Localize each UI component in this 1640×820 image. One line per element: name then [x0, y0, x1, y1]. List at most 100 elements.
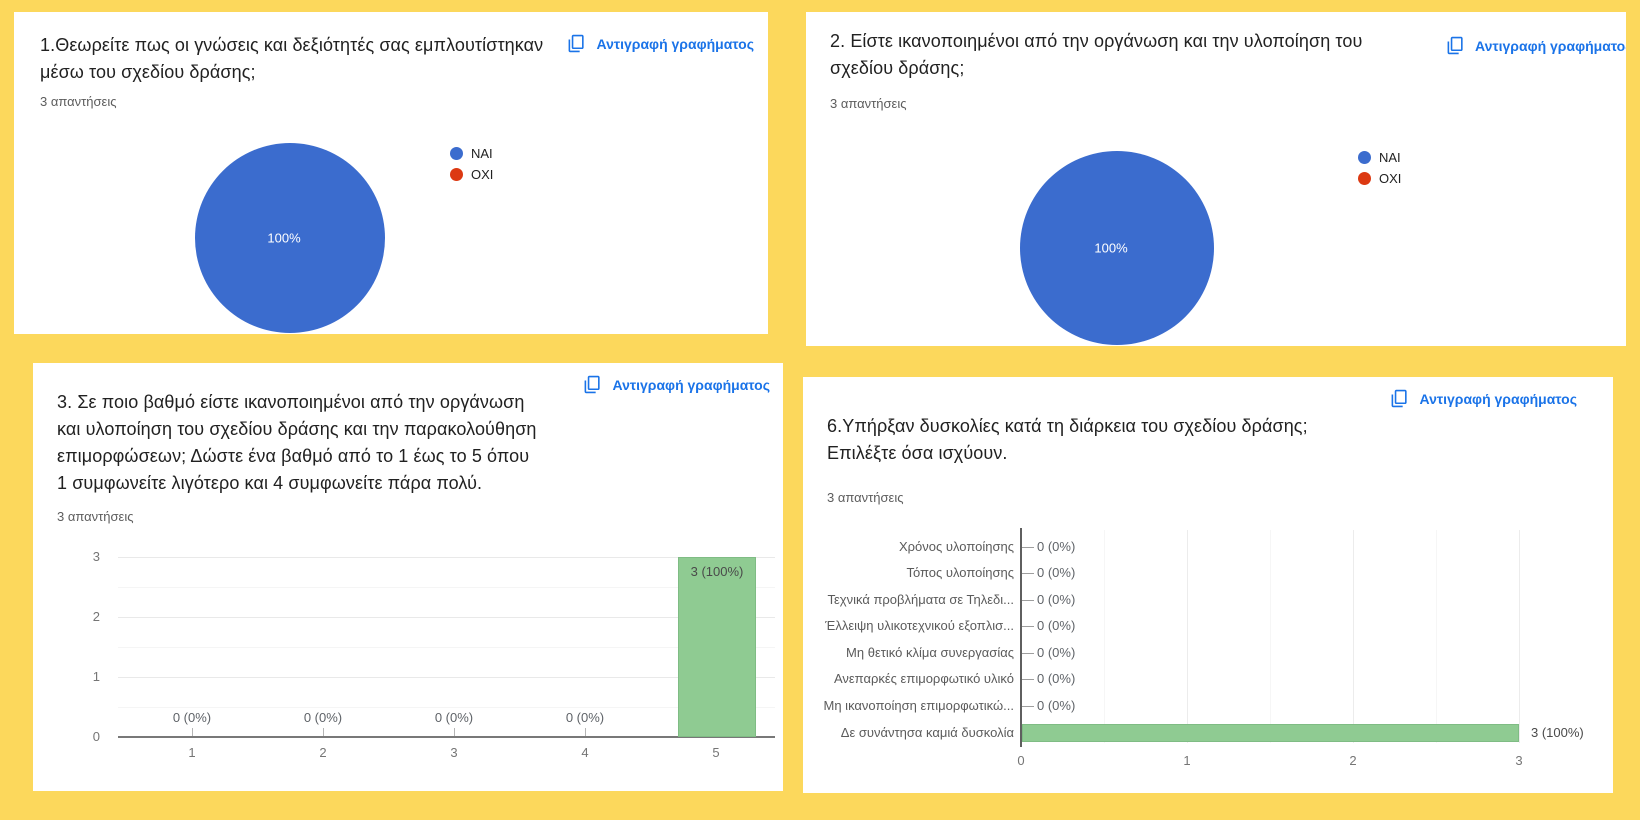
legend-swatch-yes — [450, 147, 463, 160]
bar-value-label: 0 (0%) — [1037, 565, 1076, 580]
tick-mark — [1022, 679, 1034, 680]
x-axis-tick-label: 1 — [1183, 753, 1191, 768]
question-card-2: 2. Είστε ικανοποιημένοι από την οργάνωση… — [806, 12, 1626, 346]
x-axis-category-label: 1 — [188, 745, 196, 760]
y-axis-line — [1020, 528, 1022, 747]
pie-chart: 100% — [195, 143, 385, 333]
bar-value-label: 0 (0%) — [172, 710, 212, 725]
x-axis-tick-label: 0 — [1017, 753, 1025, 768]
gridline-minor — [1270, 530, 1271, 743]
pie-chart: 100% — [1020, 151, 1214, 345]
tick-mark — [323, 728, 324, 736]
copy-icon — [1392, 389, 1408, 408]
bar-value-label: 0 (0%) — [565, 710, 605, 725]
gridline-minor — [118, 587, 775, 588]
y-axis-tick-label: 1 — [92, 669, 100, 684]
y-axis-category-label: Ανεπαρκές επιμορφωτικό υλικό — [833, 671, 1014, 686]
bar-value-label: 0 (0%) — [303, 710, 343, 725]
gridline — [1353, 530, 1354, 743]
x-axis-tick-label: 3 — [1515, 753, 1523, 768]
gridline-minor — [118, 647, 775, 648]
question-title: 3. Σε ποιο βαθμό είστε ικανοποιημένοι απ… — [57, 392, 537, 493]
copy-icon — [1447, 36, 1463, 55]
question-card-3: Αντιγραφή γραφήματος 3. Σε ποιο βαθμό εί… — [33, 363, 783, 791]
tick-mark — [1022, 600, 1034, 601]
tick-mark — [192, 728, 193, 736]
legend-label-no: ΟΧΙ — [1379, 171, 1402, 186]
copy-icon — [569, 34, 585, 53]
question-card-1: 1.Θεωρείτε πως οι γνώσεις και δεξιότητές… — [14, 12, 768, 334]
legend-label-yes: ΝΑΙ — [1379, 150, 1401, 165]
bar-value-label: 0 (0%) — [1037, 645, 1076, 660]
copy-chart-label: Αντιγραφή γραφήματος — [612, 376, 770, 393]
question-title: 1.Θεωρείτε πως οι γνώσεις και δεξιότητές… — [40, 35, 544, 82]
tick-mark — [1022, 573, 1034, 574]
y-axis-tick-label: 3 — [92, 549, 100, 564]
question-card-4: Αντιγραφή γραφήματος 6.Υπήρξαν δυσκολίες… — [803, 377, 1613, 793]
tick-mark — [1022, 626, 1034, 627]
tick-mark — [454, 728, 455, 736]
y-axis-tick-label: 2 — [92, 609, 100, 624]
y-axis-category-label: Δε συνάντησα καμιά δυσκολία — [840, 725, 1014, 740]
gridline — [1187, 530, 1188, 743]
copy-chart-button[interactable]: Αντιγραφή γραφήματος — [567, 34, 754, 53]
y-axis-tick-label: 0 — [92, 729, 100, 744]
responses-count: 3 απαντήσεις — [57, 509, 134, 524]
x-axis-category-label: 5 — [712, 745, 720, 760]
gridline — [118, 677, 775, 678]
x-axis-line — [118, 736, 775, 738]
legend-swatch-no — [450, 168, 463, 181]
gridline — [1519, 530, 1520, 743]
legend-item: ΝΑΙ — [450, 143, 493, 164]
legend-label-no: ΟΧΙ — [471, 167, 494, 182]
y-axis-category-label: Χρόνος υλοποίησης — [898, 539, 1014, 554]
legend-item: ΟΧΙ — [1358, 168, 1401, 189]
bar-value-label: 0 (0%) — [434, 710, 474, 725]
chart-legend: ΝΑΙ ΟΧΙ — [450, 143, 493, 185]
y-axis-category-label: Τόπος υλοποίησης — [906, 565, 1014, 580]
bar-value-label: 0 (0%) — [1037, 592, 1076, 607]
tick-mark — [1022, 653, 1034, 654]
legend-item: ΟΧΙ — [450, 164, 493, 185]
bar-value-label: 3 (100%) — [1531, 725, 1584, 740]
copy-chart-label: Αντιγραφή γραφήματος — [1419, 390, 1577, 407]
gridline — [118, 617, 775, 618]
responses-count: 3 απαντήσεις — [827, 490, 904, 505]
tick-mark — [1022, 547, 1034, 548]
tick-mark — [1022, 706, 1034, 707]
y-axis-category-label: Μη ικανοποίηση επιμορφωτικώ... — [823, 698, 1014, 713]
chart-legend: ΝΑΙ ΟΧΙ — [1358, 147, 1401, 189]
gridline-minor — [1104, 530, 1105, 743]
copy-chart-button[interactable]: Αντιγραφή γραφήματος — [1390, 389, 1577, 408]
x-axis-category-label: 4 — [581, 745, 589, 760]
bar-category-5 — [678, 557, 756, 737]
tick-mark — [585, 728, 586, 736]
x-axis-category-label: 3 — [450, 745, 458, 760]
bar-value-label: 0 (0%) — [1037, 698, 1076, 713]
pie-slice-label: 100% — [1094, 240, 1128, 256]
bar-value-label: 0 (0%) — [1037, 618, 1076, 633]
responses-count: 3 απαντήσεις — [40, 94, 117, 109]
gridline — [118, 557, 775, 558]
copy-chart-button[interactable]: Αντιγραφή γραφήματος — [1446, 36, 1626, 55]
x-axis-tick-label: 2 — [1349, 753, 1357, 768]
responses-count: 3 απαντήσεις — [830, 96, 907, 111]
x-axis-category-label: 2 — [319, 745, 327, 760]
copy-icon — [585, 375, 601, 394]
bar-value-label: 0 (0%) — [1037, 671, 1076, 686]
legend-label-yes: ΝΑΙ — [471, 146, 493, 161]
question-title: 6.Υπήρξαν δυσκολίες κατά τη διάρκεια του… — [827, 416, 1308, 463]
legend-item: ΝΑΙ — [1358, 147, 1401, 168]
legend-swatch-yes — [1358, 151, 1371, 164]
gridline-minor — [118, 707, 775, 708]
y-axis-category-label: Έλλειψη υλικοτεχνικού εξοπλισ... — [825, 618, 1014, 633]
question-title: 2. Είστε ικανοποιημένοι από την οργάνωση… — [830, 31, 1363, 78]
copy-chart-label: Αντιγραφή γραφήματος — [1475, 37, 1626, 54]
pie-slice-label: 100% — [267, 230, 301, 246]
copy-chart-button[interactable]: Αντιγραφή γραφήματος — [583, 375, 770, 394]
y-axis-category-label: Μη θετικό κλίμα συνεργασίας — [846, 645, 1014, 660]
legend-swatch-no — [1358, 172, 1371, 185]
bar-no-difficulty — [1022, 724, 1519, 742]
bar-value-label: 0 (0%) — [1037, 539, 1076, 554]
